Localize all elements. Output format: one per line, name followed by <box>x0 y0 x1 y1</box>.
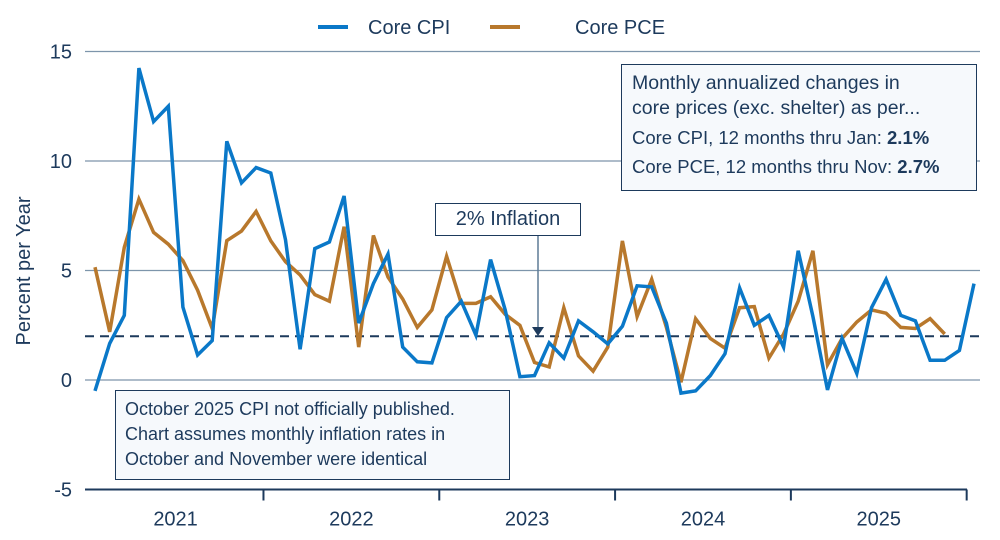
legend-label-core-cpi: Core CPI <box>368 17 450 39</box>
pce-summary: Core PCE, 12 months thru Nov: 2.7% <box>632 152 976 181</box>
series-lines <box>93 67 976 396</box>
x-tick-label: 2024 <box>681 509 726 531</box>
reference-arrow-head <box>532 327 544 336</box>
series-line-core-pce <box>93 194 946 383</box>
legend-label-core-pce: Core PCE <box>575 17 665 39</box>
y-tick-labels: -5 0 5 10 15 <box>50 42 72 502</box>
legend: Core CPI Core PCE <box>318 17 665 39</box>
x-tick-label: 2021 <box>153 509 198 531</box>
y-tick-label: 0 <box>61 370 72 392</box>
summary-line-2: core prices (exc. shelter) as per... <box>632 97 921 119</box>
reference-label-text: 2% Inflation <box>455 208 561 230</box>
x-tick-label: 2022 <box>329 509 374 531</box>
y-tick-label: 10 <box>50 151 72 173</box>
pce-summary-label: Core PCE, 12 months thru Nov: <box>632 156 898 177</box>
summary-annotation-box: Monthly annualized changes in core price… <box>621 64 977 191</box>
note-line-1: October 2025 CPI not officially publishe… <box>125 399 455 419</box>
note-line-2: Chart assumes monthly inflation rates in <box>125 424 446 444</box>
x-axis: 2021 2022 2023 2024 2025 <box>85 488 968 531</box>
y-tick-label: 5 <box>61 261 72 283</box>
y-tick-label: 15 <box>50 42 72 64</box>
y-tick-label: -5 <box>54 480 72 502</box>
pce-summary-value: 2.7% <box>897 156 940 177</box>
series-line-core-cpi <box>93 67 976 396</box>
y-axis-label: Percent per Year <box>13 196 35 345</box>
note-line-3: October and November were identical <box>125 449 428 469</box>
summary-line-1: Monthly annualized changes in <box>632 72 900 94</box>
cpi-summary: Core CPI, 12 months thru Jan: 2.1% <box>632 123 976 152</box>
cpi-note-box: October 2025 CPI not officially publishe… <box>115 390 510 480</box>
x-tick-label: 2025 <box>857 509 902 531</box>
reference-line-label: 2% Inflation <box>435 203 581 236</box>
cpi-summary-label: Core CPI, 12 months thru Jan: <box>632 127 888 148</box>
x-tick-label: 2023 <box>505 509 550 531</box>
cpi-summary-value: 2.1% <box>887 127 930 148</box>
